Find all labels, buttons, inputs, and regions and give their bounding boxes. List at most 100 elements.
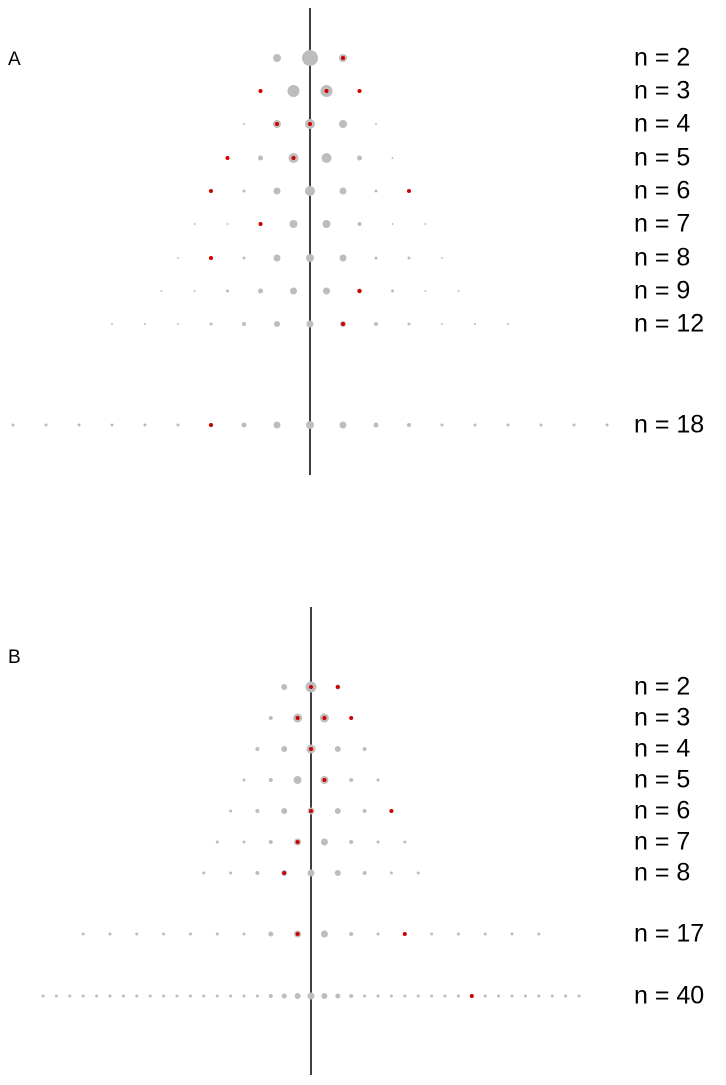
dot: [349, 840, 354, 844]
marked-dot: [469, 994, 474, 998]
marked-dot: [209, 423, 213, 427]
dot: [424, 223, 427, 225]
dot: [474, 323, 476, 325]
dot: [215, 932, 219, 936]
dot: [268, 840, 273, 844]
dot: [202, 994, 206, 998]
dot: [389, 994, 393, 998]
dot: [281, 993, 287, 999]
marked-dot: [309, 685, 313, 689]
dot: [507, 323, 509, 325]
marked-dot: [309, 809, 313, 813]
marked-dot: [309, 747, 313, 751]
dot: [416, 994, 420, 998]
row-label: n = 6: [634, 797, 690, 825]
dot: [268, 931, 274, 937]
dot: [537, 994, 541, 998]
dot: [374, 322, 378, 326]
dot: [108, 994, 112, 998]
dot: [564, 994, 568, 998]
marked-dot: [335, 685, 340, 689]
dot: [193, 290, 196, 292]
dot: [273, 54, 281, 62]
dot: [281, 808, 288, 814]
dot: [416, 871, 420, 875]
row-label: n = 3: [634, 704, 690, 732]
marked-dot: [349, 716, 354, 720]
dot: [510, 932, 514, 936]
dot: [108, 932, 112, 936]
dot: [339, 120, 347, 128]
dot: [306, 421, 314, 429]
row-label: n = 3: [634, 77, 690, 105]
marked-dot: [282, 871, 287, 875]
dot: [135, 994, 139, 998]
dot: [242, 322, 246, 326]
panel-label: A: [8, 49, 21, 70]
dot: [229, 871, 233, 875]
dot: [273, 187, 281, 195]
marked-dot: [341, 322, 345, 326]
dot: [160, 290, 163, 292]
dot: [320, 838, 328, 846]
dot: [307, 992, 315, 1000]
marked-dot: [341, 56, 345, 60]
dot: [430, 932, 434, 936]
dot: [334, 746, 341, 752]
dot: [510, 994, 514, 998]
dot: [391, 223, 394, 225]
dot: [273, 421, 281, 429]
dot: [339, 421, 347, 429]
row-label: n = 8: [634, 244, 690, 272]
dot: [242, 189, 246, 193]
dot: [306, 320, 314, 328]
dot: [605, 423, 609, 427]
dot: [457, 290, 460, 292]
dot: [483, 932, 487, 936]
dot: [497, 994, 501, 998]
marked-dot: [258, 222, 263, 226]
dot: [287, 85, 300, 97]
dot: [255, 871, 260, 875]
dot: [539, 423, 543, 427]
dot: [357, 155, 362, 161]
dot: [373, 422, 379, 428]
dot: [81, 994, 85, 998]
dot: [268, 778, 273, 782]
dot: [362, 747, 367, 751]
dot: [456, 994, 460, 998]
dot: [320, 930, 328, 938]
marked-dot: [357, 89, 362, 93]
dot: [376, 778, 380, 782]
dot: [289, 220, 298, 228]
row-label: n = 5: [634, 766, 690, 794]
dot: [242, 256, 246, 260]
dot: [375, 123, 377, 125]
marked-dot: [295, 840, 300, 844]
dot: [242, 840, 246, 844]
dot: [281, 746, 288, 752]
dot: [77, 423, 81, 427]
dot: [577, 994, 581, 998]
dot: [143, 423, 147, 427]
dot: [376, 840, 380, 844]
dot: [121, 994, 125, 998]
dot: [305, 186, 315, 196]
dot: [321, 993, 328, 999]
dot: [144, 323, 146, 325]
dot: [323, 287, 330, 295]
dot: [258, 155, 263, 161]
marked-dot: [407, 189, 411, 193]
dot: [273, 254, 281, 262]
dot: [148, 994, 152, 998]
dot: [339, 254, 347, 262]
dot: [349, 994, 354, 998]
dot: [193, 223, 196, 225]
dot: [374, 256, 378, 260]
dot: [537, 932, 541, 936]
dot: [162, 994, 166, 998]
dot: [202, 871, 206, 875]
dot: [374, 189, 378, 193]
dot: [407, 423, 411, 427]
dot: [294, 993, 301, 999]
